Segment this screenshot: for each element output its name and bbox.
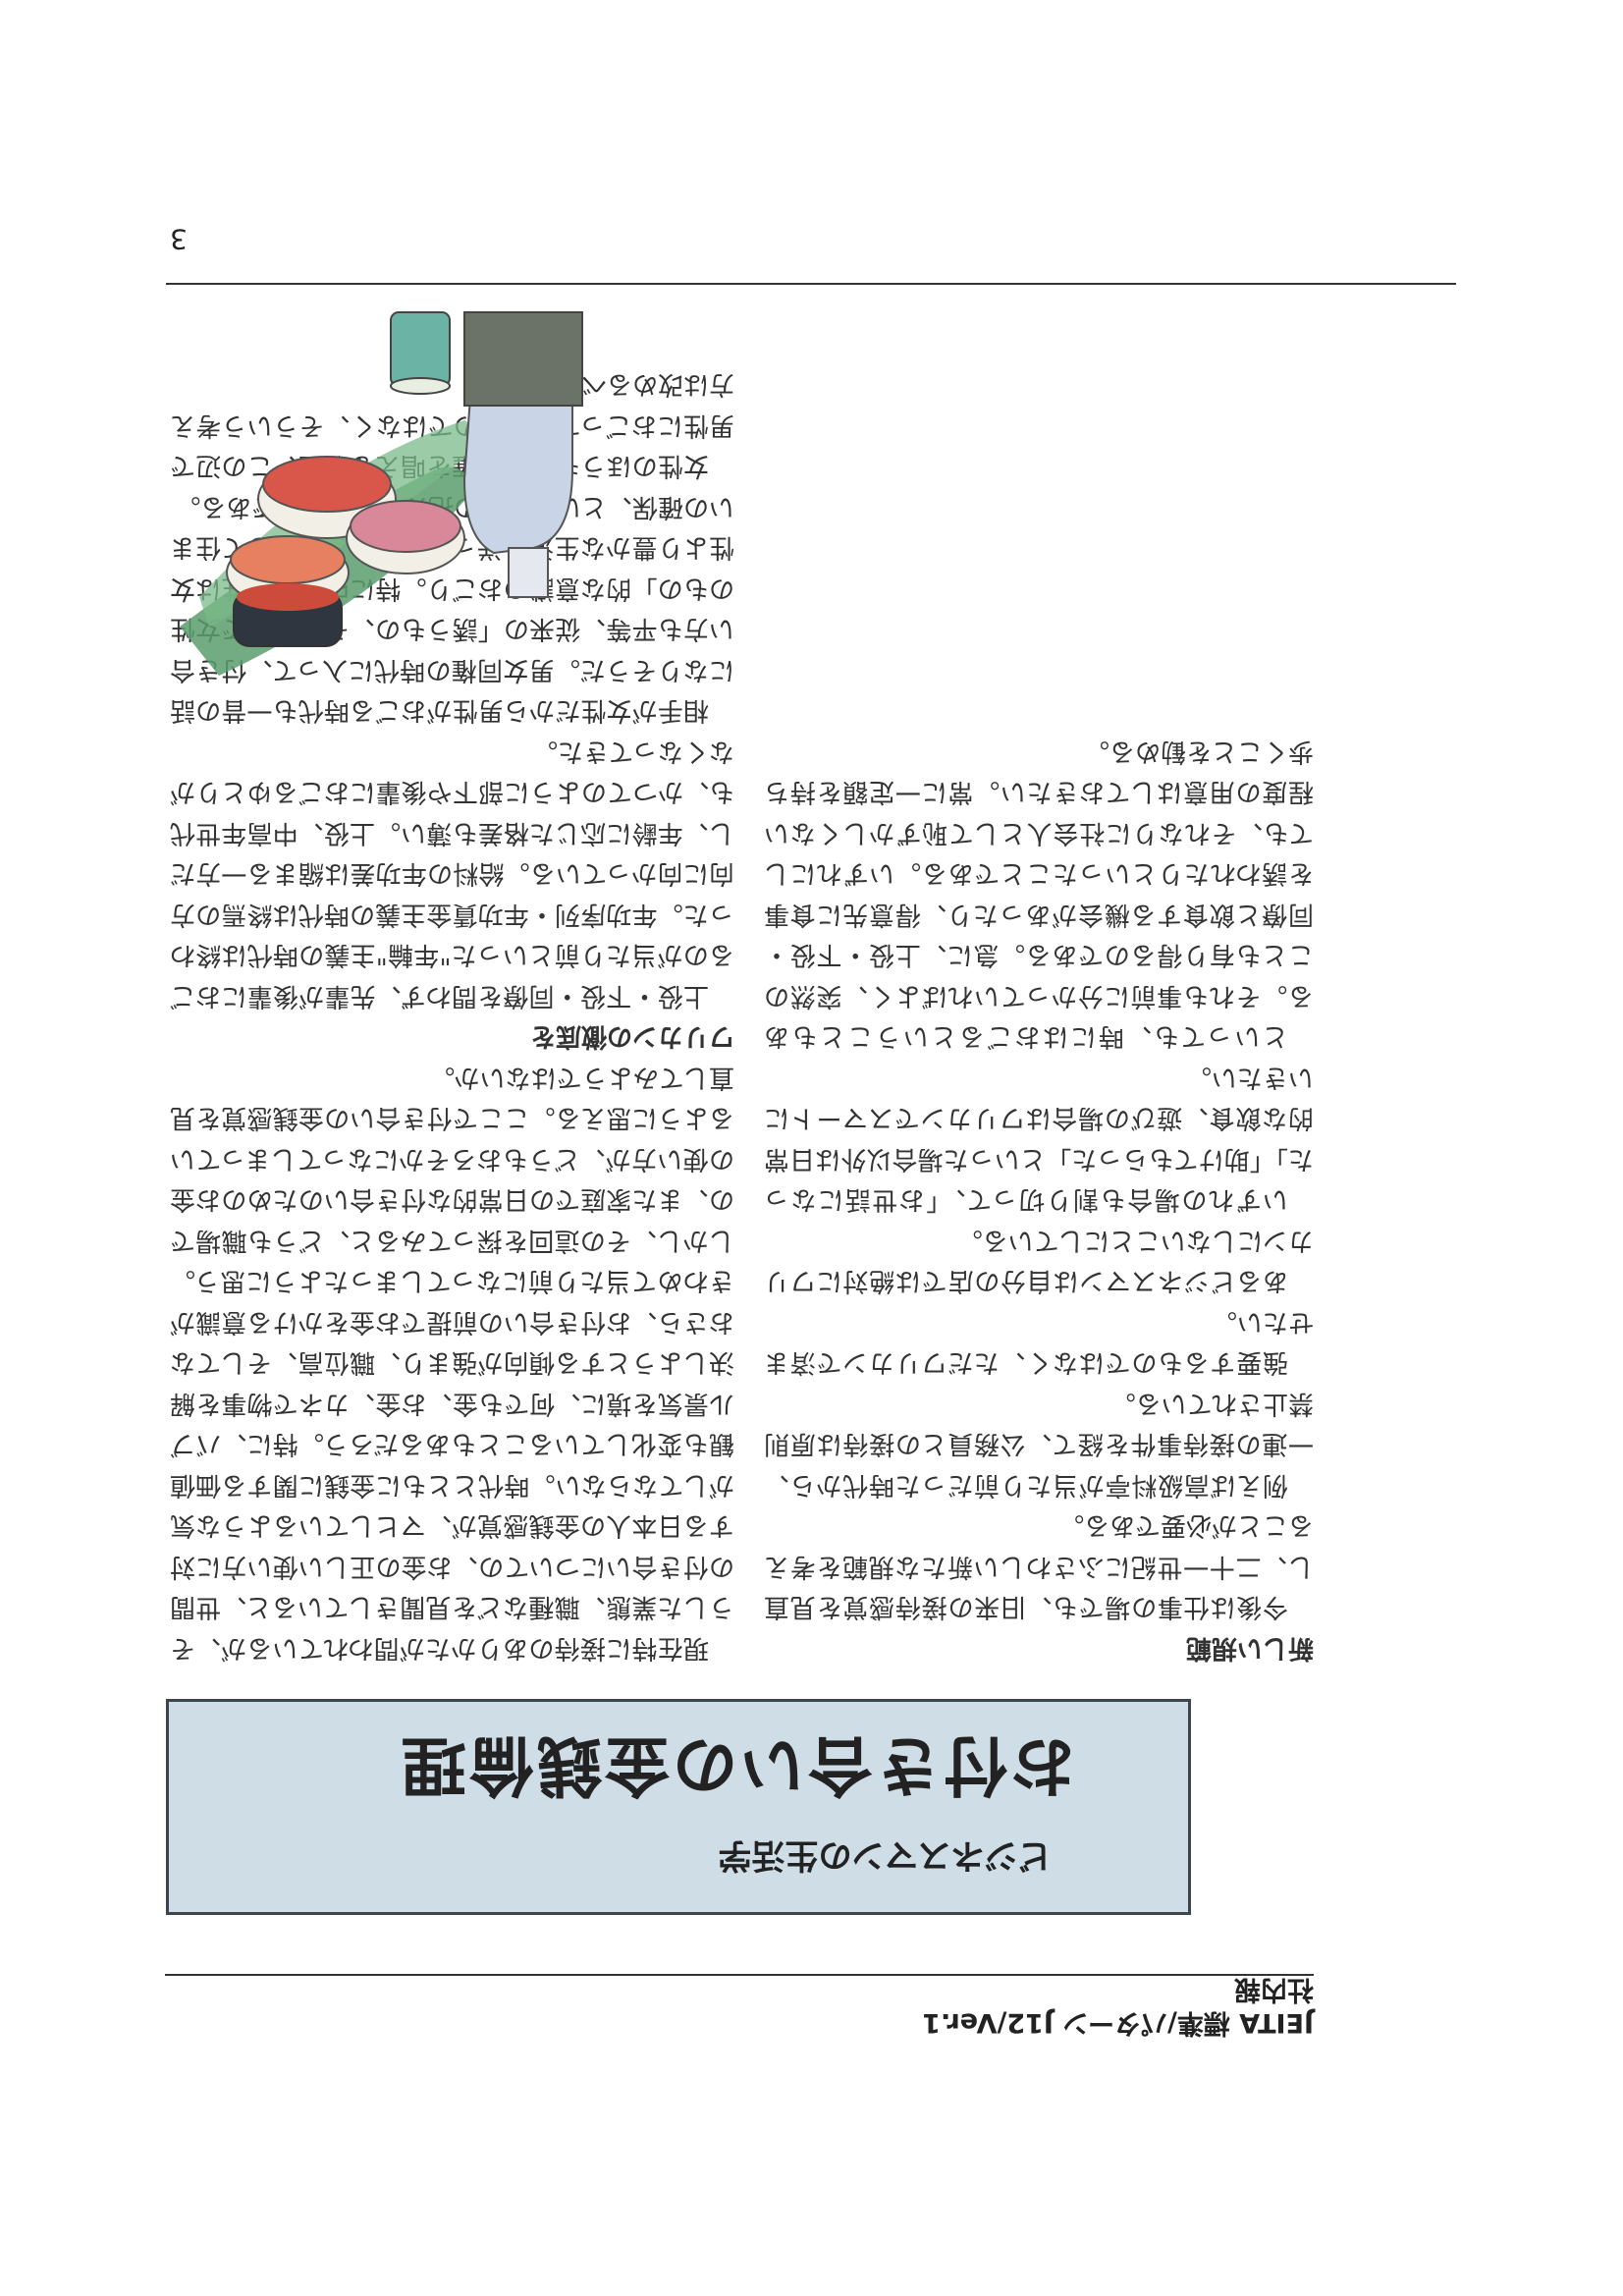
header: JEITA 標準/パターン J12/Ver.1 社内報 (922, 1972, 1314, 2039)
article-column-bottom: 新しい規範 今後は仕事の場でも、旧来の接待感覚を見直し、二十一世紀にふさわしい新… (764, 302, 1314, 1667)
paragraph: 強要するものではなく、ただワリカンで済ませたい。 (764, 1307, 1314, 1378)
section-heading: 新しい規範 (1185, 1633, 1314, 1663)
paragraph: あるビジネスマンは自分の店では絶対にワリカンにしないことにしている。 (764, 1226, 1314, 1296)
bottom-rule (166, 283, 1456, 285)
paragraph: 例えば高級料亭が当たり前だった時代から、一連の接待事件を経て、公務員との接待は原… (764, 1389, 1314, 1500)
paragraph: といっても、時にはおごるということもある。それも事前に分かっていればよく、突然の… (764, 737, 1314, 1052)
banner-title: お付き合いの金銭倫理 (399, 1727, 1076, 1803)
header-standard-line: JEITA 標準/パターン J12/Ver.1 (922, 2007, 1314, 2038)
paragraph: 今後は仕事の場でも、旧来の接待感覚を見直し、二十一世紀にふさわしい新たな規範を考… (764, 1510, 1314, 1622)
header-newsletter-line: 社内報 (1234, 1974, 1314, 2004)
paragraph: 現在特に接待のありかたが問われているが、そうした業態、職種などを見聞きしていると… (170, 1063, 734, 1663)
sushi-and-sake-illustration (180, 311, 583, 676)
paragraph: いずれの場合も割り切って、「お世話になった」「助けてもらった」といった場合以外は… (764, 1063, 1314, 1215)
page-number: 3 (170, 223, 188, 255)
title-banner: ビジネスマンの生活学 お付き合いの金銭倫理 (166, 1699, 1191, 1915)
top-rule (165, 1974, 1314, 1976)
section-heading: ワリカンの徹底を (529, 1021, 734, 1052)
banner-subtitle: ビジネスマンの生活学 (718, 1835, 1052, 1875)
